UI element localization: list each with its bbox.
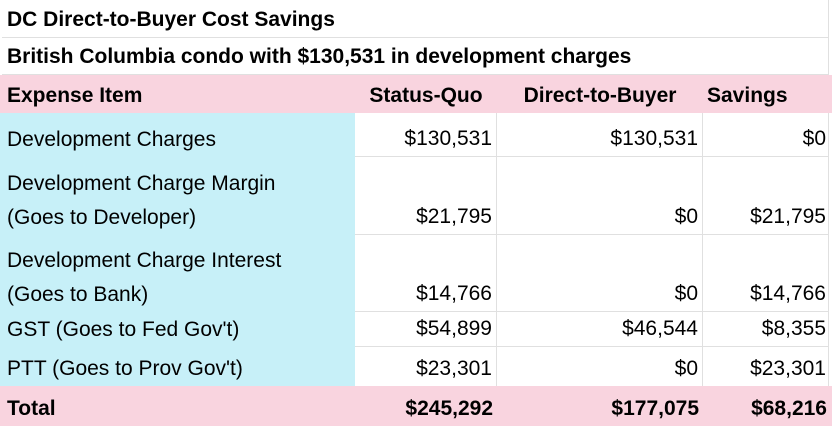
cell-expense-item[interactable]: Development Charge Interest (Goes to Ban…	[2, 235, 355, 312]
cell-savings[interactable]: $14,766	[703, 235, 829, 312]
table-subtitle: British Columbia condo with $130,531 in …	[2, 38, 829, 75]
cell-direct-to-buyer[interactable]: $46,544	[497, 312, 703, 347]
cell-expense-item[interactable]: PTT (Goes to Prov Gov't)	[2, 347, 355, 386]
row-margin	[0, 157, 2, 235]
cell-savings[interactable]: $21,795	[703, 157, 829, 235]
total-right-margin	[829, 386, 832, 426]
total-savings[interactable]: $68,216	[703, 386, 829, 426]
right-margin	[829, 38, 832, 75]
cell-direct-to-buyer[interactable]: $0	[497, 157, 703, 235]
row-margin	[0, 347, 2, 386]
total-left-margin	[0, 386, 2, 426]
row-margin	[829, 113, 832, 157]
table-title: DC Direct-to-Buyer Cost Savings	[2, 0, 829, 38]
cell-expense-item[interactable]: Development Charges	[2, 113, 355, 157]
cell-direct-to-buyer[interactable]: $0	[497, 347, 703, 386]
column-header-expense-item[interactable]: Expense Item	[2, 75, 355, 113]
total-direct-to-buyer[interactable]: $177,075	[497, 386, 703, 426]
cell-status-quo[interactable]: $14,766	[355, 235, 497, 312]
column-header-savings[interactable]: Savings	[703, 75, 829, 113]
total-status-quo[interactable]: $245,292	[355, 386, 497, 426]
total-label[interactable]: Total	[2, 386, 355, 426]
left-margin	[0, 38, 2, 75]
row-margin	[829, 312, 832, 347]
row-margin	[0, 235, 2, 312]
row-margin	[0, 312, 2, 347]
header-right-margin	[829, 75, 832, 113]
row-margin	[0, 113, 2, 157]
header-left-margin	[0, 75, 2, 113]
bottom-margin	[0, 426, 832, 430]
cell-status-quo[interactable]: $130,531	[355, 113, 497, 157]
cell-status-quo[interactable]: $21,795	[355, 157, 497, 235]
column-header-direct-to-buyer[interactable]: Direct-to-Buyer	[497, 75, 703, 113]
cell-savings[interactable]: $8,355	[703, 312, 829, 347]
cell-direct-to-buyer[interactable]: $0	[497, 235, 703, 312]
cell-status-quo[interactable]: $23,301	[355, 347, 497, 386]
cell-expense-item[interactable]: Development Charge Margin (Goes to Devel…	[2, 157, 355, 235]
row-margin	[829, 157, 832, 235]
row-margin	[829, 347, 832, 386]
left-margin	[0, 0, 2, 38]
cell-status-quo[interactable]: $54,899	[355, 312, 497, 347]
right-margin	[829, 0, 832, 38]
column-header-status-quo[interactable]: Status-Quo	[355, 75, 497, 113]
cell-direct-to-buyer[interactable]: $130,531	[497, 113, 703, 157]
cell-savings[interactable]: $23,301	[703, 347, 829, 386]
row-margin	[829, 235, 832, 312]
cell-savings[interactable]: $0	[703, 113, 829, 157]
cell-expense-item[interactable]: GST (Goes to Fed Gov't)	[2, 312, 355, 347]
